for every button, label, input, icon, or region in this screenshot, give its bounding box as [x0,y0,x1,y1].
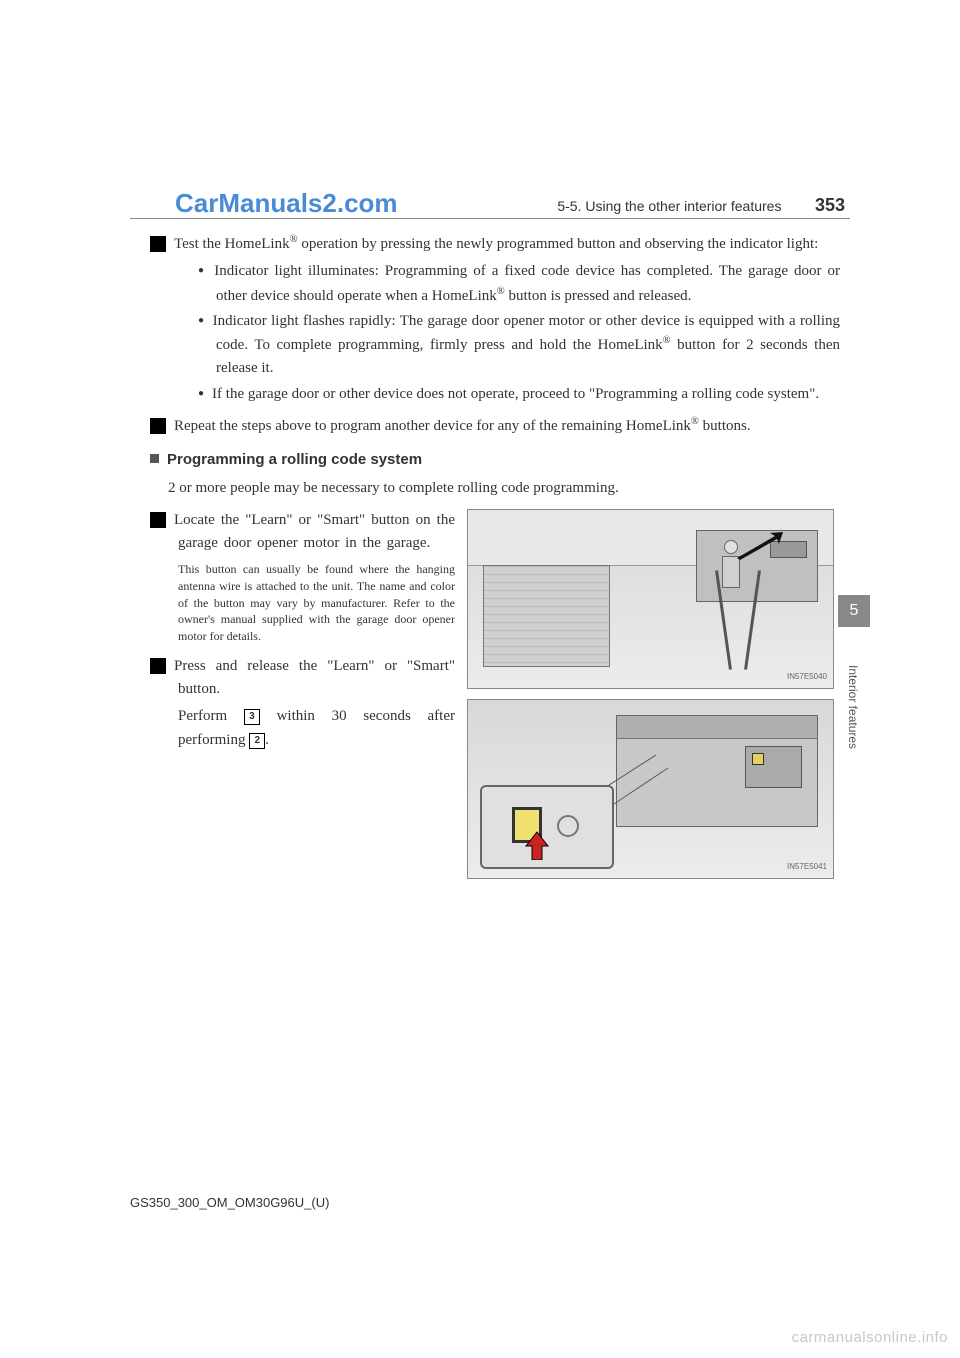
figure-code: IN57E5041 [787,861,827,873]
unit-top [617,716,817,739]
learn-button-small [752,753,764,765]
registered-mark: ® [663,335,671,346]
bullet1-b: button is pressed and released. [505,288,692,304]
bullet3: If the garage door or other device does … [212,386,819,402]
rc-step2-line2: Perform 3 within 30 seconds after perfor… [150,705,455,752]
arrow-icon [735,530,785,560]
chapter-number: 5 [838,595,870,627]
rc-step2-a: Perform [178,708,244,724]
ref-step-3: 3 [244,709,260,725]
rc-step1-note: This button can usually be found where t… [150,561,455,645]
rc-step-1: 1 Locate the "Learn" or "Smart" button on… [150,509,455,556]
step4-text-b: operation by pressing the newly programm… [298,236,819,252]
subheading-row: Programming a rolling code system [150,448,840,471]
page: CarManuals2.com 5-5. Using the other int… [0,0,960,1358]
registered-mark: ® [497,286,505,297]
rc-step2-text1: Press and release the "Learn" or "Smart"… [174,658,455,697]
intro: 2 or more people may be necessary to com… [150,477,840,500]
bullet-icon: ● [198,388,204,399]
step4-bullets: ●Indicator light illuminates: Programmin… [150,260,840,406]
bullet-item: ●Indicator light flashes rapidly: The ga… [198,310,840,381]
step-number-2: 2 [150,658,166,674]
two-column: 1 Locate the "Learn" or "Smart" button on… [150,509,840,889]
step-number-1: 1 [150,512,166,528]
step5-b: buttons. [699,418,751,434]
person-body [722,556,740,588]
step4-text-a: Test the HomeLink [174,236,290,252]
step-4: 4 Test the HomeLink® operation by pressin… [150,232,840,256]
right-column: IN57E5040 [467,509,837,889]
page-header: 5-5. Using the other interior features 3… [557,195,845,216]
garage-door [483,565,610,667]
adjacent-control [557,815,579,837]
bullet-icon: ● [198,265,206,276]
square-icon [150,454,159,463]
bullet-icon: ● [198,315,205,326]
step-5: 5 Repeat the steps above to program anoth… [150,414,840,438]
rc-step-2: 2 Press and release the "Learn" or "Smart… [150,655,455,702]
step-number-4: 4 [150,236,166,252]
rc-step2-c: . [265,732,269,748]
figure-garage-locate: IN57E5040 [467,509,834,689]
doc-code: GS350_300_OM_OM30G96U_(U) [130,1195,329,1210]
section-title: 5-5. Using the other interior features [557,198,781,214]
side-tab: 5 Interior features [838,595,870,825]
ref-step-2: 2 [249,733,265,749]
figure-code: IN57E5040 [787,671,827,683]
chapter-label: Interior features [846,647,860,767]
step-number-5: 5 [150,418,166,434]
watermark: carmanualsonline.info [792,1329,948,1346]
logo: CarManuals2.com [175,188,398,219]
zoom-inset [480,785,614,869]
page-number: 353 [815,195,845,215]
registered-mark: ® [290,234,298,245]
step5-a: Repeat the steps above to program anothe… [174,418,691,434]
subheading: Programming a rolling code system [167,451,422,468]
arrow-up-icon [524,830,550,868]
body: 4Test the HomeLink® operation by pressin… [150,232,840,889]
rc-step1-text: Locate the "Learn" or "Smart" button on … [174,512,455,551]
unit-panel [745,746,802,788]
bullet-item: ●Indicator light illuminates: Programmin… [198,260,840,308]
bullet-item: ● If the garage door or other device does… [198,383,840,406]
figure-garage-press: IN57E5041 [467,699,834,879]
header-rule [130,218,850,219]
left-column: 1 Locate the "Learn" or "Smart" button on… [150,509,455,889]
registered-mark: ® [691,416,699,427]
